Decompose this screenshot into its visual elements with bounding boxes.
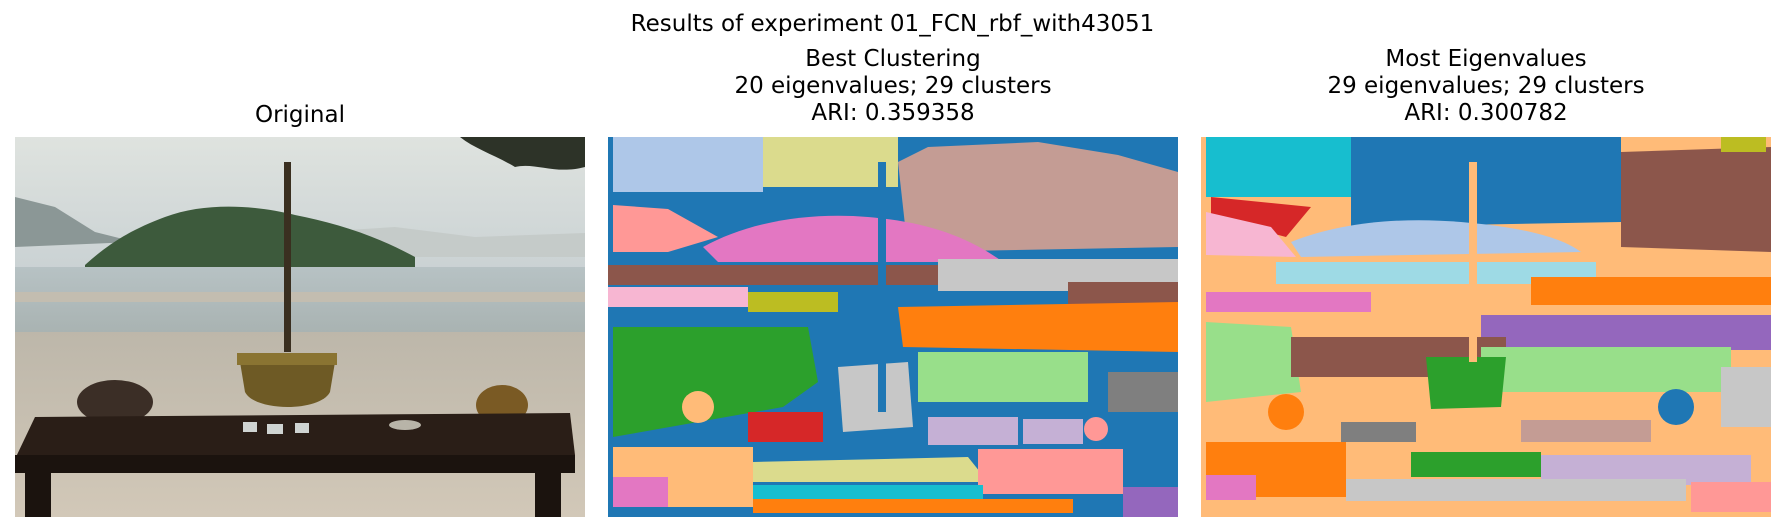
segment-blue-top [1351,137,1621,227]
segment-lightpink [1206,212,1296,257]
segment-silver-bottom [1346,479,1686,501]
figure-title: Results of experiment 01_FCN_rbf_with430… [630,11,1155,37]
segment-orange [1531,277,1771,305]
segment-red [1211,197,1311,237]
tree-branches [460,137,585,170]
segment-silver-center [838,362,913,432]
segment-top-center [763,137,898,187]
island [85,206,415,269]
censer-rim [237,353,337,365]
segment-orange-bottom [753,499,1073,513]
segment-lightpink [608,287,748,307]
segment-purple [1481,315,1771,350]
segment-purple-corner [1123,487,1178,517]
segment-lavender-right [1023,419,1083,444]
incense-stick [284,162,291,352]
segment-blue-blob-right [1658,389,1694,425]
best-clustering-image [608,137,1178,517]
table-leg-right [535,473,561,517]
segment-magenta-corner [613,477,668,507]
segment-lightgreen-right [1481,347,1731,392]
segment-olive [748,292,838,312]
segment-gray [1341,422,1416,442]
segment-lightcyan [1276,262,1596,284]
segment-silver-right [1721,367,1771,427]
original-image [15,137,585,517]
segment-stick [878,162,886,412]
dish [389,420,421,430]
best-clustering-title-line-1: Best Clustering [805,46,981,72]
most-eigenvalues-title: Most Eigenvalues 29 eigenvalues; 29 clus… [1201,46,1771,127]
segment-lavender [928,417,1018,445]
segment-red [748,412,823,442]
segment-green-bottom [1411,452,1541,477]
segment-orange [898,302,1178,352]
table-top [15,413,575,459]
segment-lightblue [1291,220,1581,257]
best-clustering-title-line-2: 20 eigenvalues; 29 clusters [734,73,1052,99]
segment-pink-blob-right [1084,417,1108,441]
segment-orange-blob-left [682,391,714,423]
original-title-line: Original [254,102,345,128]
segment-green [613,327,818,437]
segment-pink-left [613,205,718,252]
segment-top-right [898,142,1178,252]
best-clustering-title: Best Clustering 20 eigenvalues; 29 clust… [608,46,1178,127]
most-eigenvalues-image [1201,137,1771,517]
most-eigenvalues-title-line-3: ARI: 0.300782 [1404,100,1568,126]
fruit-left [77,380,153,424]
table-edge [15,455,575,473]
segment-lightgreen [1206,322,1301,402]
best-clustering-title-line-3: ARI: 0.359358 [811,100,975,126]
sandbar [15,292,585,302]
segment-top-left [613,137,763,192]
distant-hills [15,197,135,247]
cup-1 [243,422,257,432]
censer [240,362,335,407]
segment-pink-corner [1691,482,1771,512]
segment-magenta [703,215,1003,262]
segment-green-censer [1426,357,1506,409]
segment-gray-right [1108,372,1178,412]
segment-cyan-bottom [753,485,983,499]
segment-magenta [1206,292,1371,312]
segment-cyan-top [1206,137,1351,197]
segment-pink-bottom-right [978,449,1123,494]
most-eigenvalues-title-line-2: 29 eigenvalues; 29 clusters [1327,73,1645,99]
cup-3 [295,423,309,433]
original-title: Original [15,102,585,129]
most-eigenvalues-title-line-1: Most Eigenvalues [1385,46,1587,72]
segment-orange-blob-left [1268,394,1304,430]
segment-stick [1469,162,1477,362]
segment-khaki-corner [1721,137,1766,152]
segment-rosybrown [1521,420,1651,442]
segment-magenta-corner [1206,475,1256,500]
table-leg-left [25,473,51,517]
cup-2 [267,424,283,434]
segment-lightgreen [918,352,1088,402]
segment-khaki-bottom [753,457,988,482]
segment-brown-top-right [1621,147,1771,252]
